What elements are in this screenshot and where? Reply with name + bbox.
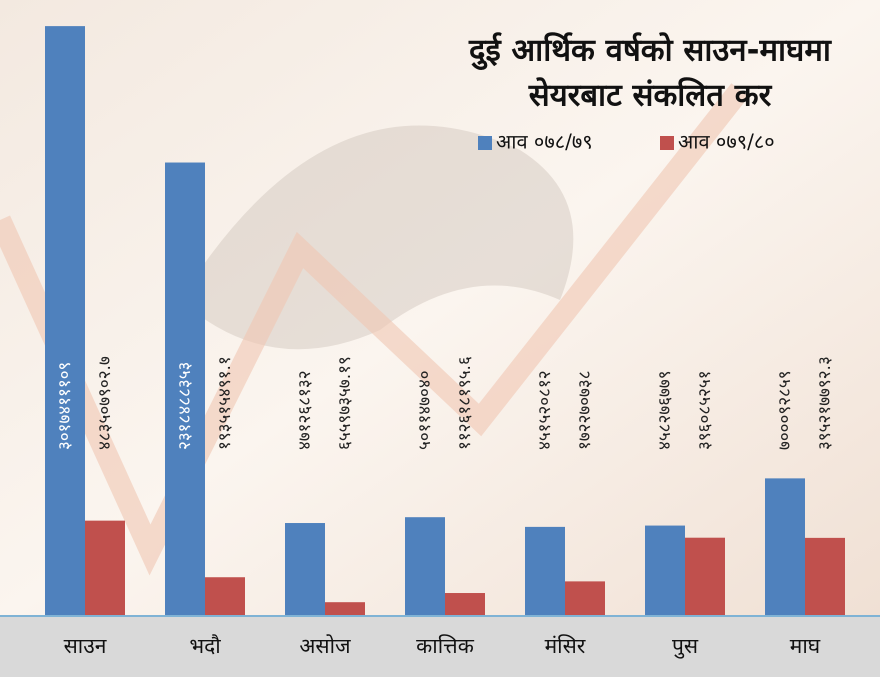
bar bbox=[645, 526, 685, 615]
x-tick-label: पुस bbox=[672, 634, 699, 659]
value-label: ३०१७४१११०९ bbox=[55, 362, 75, 450]
x-tick-label: असोज bbox=[299, 634, 351, 658]
bar bbox=[205, 577, 245, 615]
value-label: ७०००९२८५९ bbox=[775, 370, 795, 450]
bar bbox=[85, 521, 125, 615]
bar bbox=[805, 538, 845, 615]
value-label: ११२६१८१९५.६ bbox=[455, 356, 475, 450]
bar bbox=[765, 478, 805, 615]
value-label: ३९५२१७७९२.३ bbox=[815, 356, 835, 450]
chart: दुई आर्थिक वर्षको साउन-माघमा सेयरबाट संक… bbox=[0, 0, 880, 677]
bar bbox=[525, 527, 565, 615]
value-label: ४५१५२०८१२ bbox=[535, 370, 555, 450]
legend-swatch bbox=[660, 136, 674, 150]
legend-label: आव ०७९/८० bbox=[678, 130, 775, 154]
legend-swatch bbox=[478, 136, 492, 150]
bar bbox=[445, 593, 485, 615]
x-tick-label: माघ bbox=[790, 634, 821, 658]
legend-label: आव ०७८/७९ bbox=[496, 130, 593, 154]
value-label: १९३५१५४९१.१ bbox=[215, 356, 235, 450]
value-label: ४५८२७६७७९ bbox=[655, 370, 675, 450]
value-label: ३९६०८५२५१ bbox=[695, 370, 715, 450]
x-tick-label: साउन bbox=[64, 634, 107, 658]
chart-title: सेयरबाट संकलित कर bbox=[528, 77, 773, 114]
value-label: ४८३५०७९०२.७ bbox=[95, 356, 115, 450]
x-tick-label: भदौ bbox=[189, 634, 221, 658]
bar bbox=[685, 538, 725, 615]
value-label: ४७१२६८१३२ bbox=[295, 370, 315, 450]
bar bbox=[405, 517, 445, 615]
value-label: ६५५९७३५७.१९ bbox=[335, 356, 355, 450]
bar bbox=[565, 581, 605, 615]
value-label: २३१८४८८३५३ bbox=[175, 362, 195, 450]
x-tick-label: मंसिर bbox=[545, 634, 586, 658]
value-label: ५०११४७०४० bbox=[415, 370, 435, 450]
chart-title: दुई आर्थिक वर्षको साउन-माघमा bbox=[468, 32, 832, 71]
bar bbox=[45, 26, 85, 615]
bar bbox=[285, 523, 325, 615]
x-tick-label: कात्तिक bbox=[416, 634, 475, 658]
bar bbox=[325, 602, 365, 615]
value-label: १७२२७०७३८ bbox=[575, 370, 595, 450]
